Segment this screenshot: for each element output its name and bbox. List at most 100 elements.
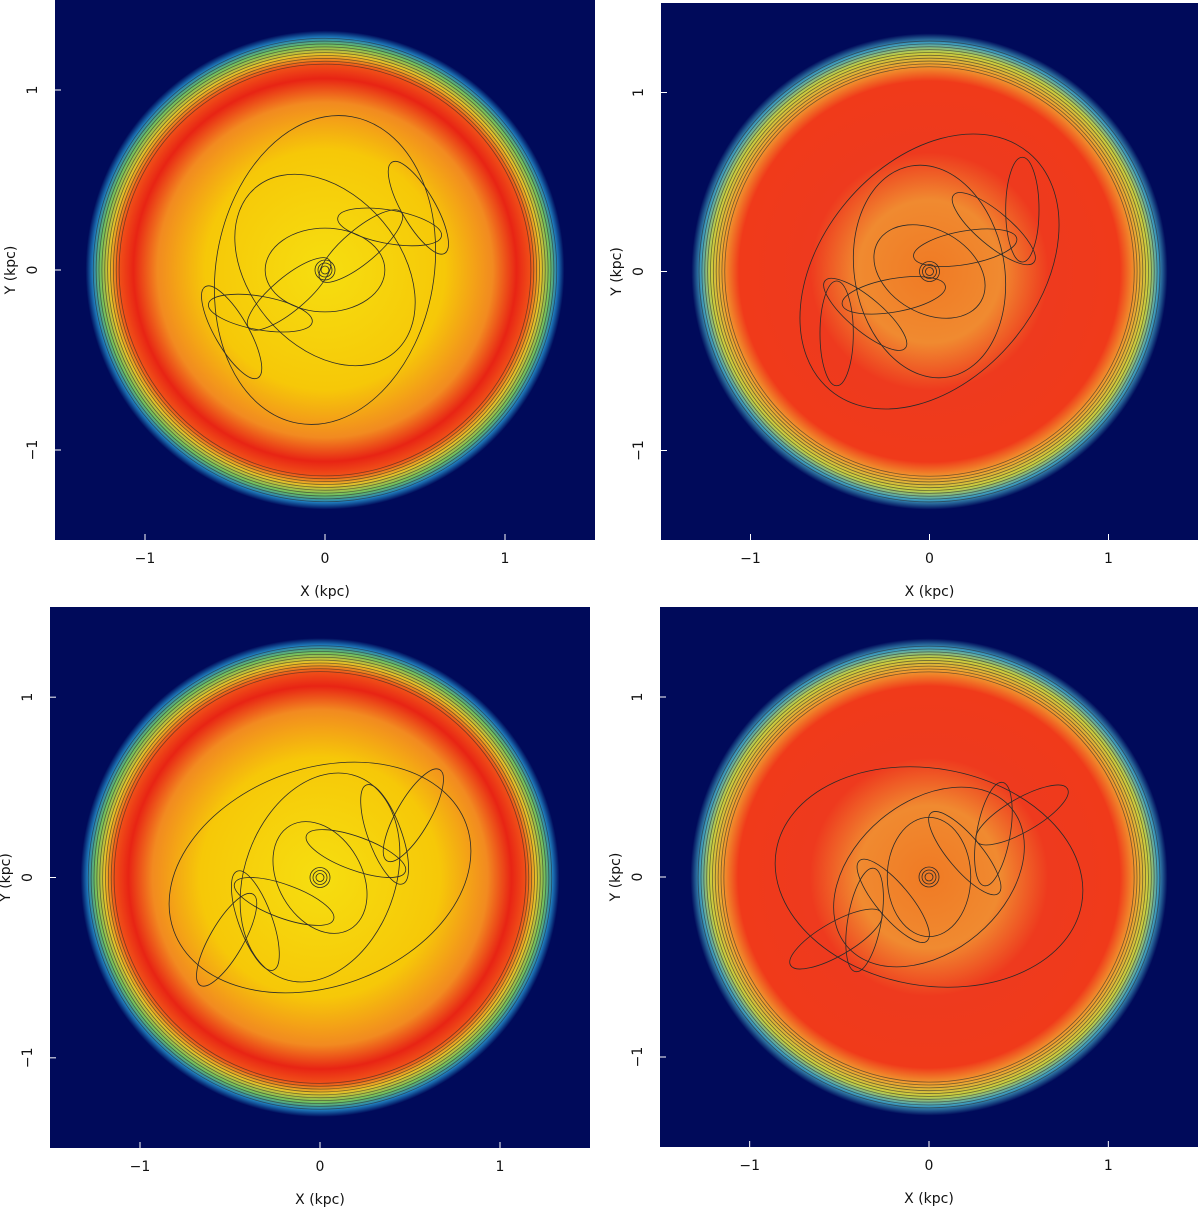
x-tick-label: −1 bbox=[740, 551, 761, 567]
contour-line bbox=[789, 908, 883, 970]
contour-line bbox=[712, 54, 1147, 489]
contour-line bbox=[717, 665, 1141, 1089]
contour-line bbox=[774, 766, 1084, 988]
density-disk bbox=[80, 638, 560, 1117]
contour-line bbox=[107, 665, 533, 1090]
contour-line bbox=[841, 276, 946, 315]
x-tick-label: 0 bbox=[925, 551, 934, 567]
contour-line bbox=[309, 867, 331, 888]
contour-line bbox=[723, 671, 1135, 1083]
x-tick-label: 1 bbox=[496, 1159, 505, 1175]
contour-line bbox=[703, 651, 1155, 1103]
contour-line bbox=[921, 869, 937, 885]
y-tick-label: −1 bbox=[630, 1047, 646, 1068]
contour-line bbox=[704, 46, 1155, 497]
contour-line bbox=[845, 867, 884, 973]
contour-line bbox=[99, 656, 541, 1099]
contour-line bbox=[919, 261, 940, 282]
y-tick-label: 0 bbox=[630, 873, 646, 882]
y-axis-label: Y (kpc) bbox=[609, 247, 625, 297]
density-disk bbox=[85, 30, 565, 510]
x-tick-label: 1 bbox=[1104, 551, 1113, 567]
contour-line bbox=[234, 173, 416, 367]
contour-line bbox=[924, 872, 934, 882]
contour-line bbox=[96, 653, 544, 1102]
contour-line bbox=[93, 651, 547, 1104]
y-axis-label: Y (kpc) bbox=[608, 853, 624, 903]
y-axis-label: Y (kpc) bbox=[3, 246, 19, 296]
contour-line bbox=[87, 645, 553, 1110]
x-axis-label: X (kpc) bbox=[905, 584, 955, 600]
contour-line bbox=[98, 43, 552, 497]
contour-line bbox=[201, 285, 263, 380]
contour-line bbox=[975, 784, 1069, 846]
contour-line bbox=[264, 227, 386, 313]
contour-line bbox=[208, 293, 313, 333]
contour-line bbox=[918, 866, 940, 888]
contour-line bbox=[360, 784, 409, 885]
y-tick-label: −1 bbox=[25, 440, 41, 461]
contour-line bbox=[213, 115, 437, 425]
contour-line bbox=[833, 786, 1025, 968]
contour-line bbox=[315, 873, 325, 882]
y-tick-label: 1 bbox=[631, 88, 647, 97]
contour-line bbox=[925, 267, 934, 276]
contour-line bbox=[382, 768, 444, 863]
contour-line bbox=[92, 37, 558, 503]
y-tick-label: 0 bbox=[631, 267, 647, 276]
x-tick-label: 1 bbox=[1104, 1158, 1113, 1174]
contour-line bbox=[698, 40, 1161, 503]
contour-line bbox=[320, 265, 330, 275]
contour-line bbox=[707, 49, 1152, 494]
density-disk bbox=[691, 33, 1168, 510]
contour-line bbox=[231, 870, 280, 971]
x-tick-label: 0 bbox=[925, 1158, 934, 1174]
contour-line bbox=[90, 648, 550, 1107]
x-tick-label: −1 bbox=[739, 1158, 760, 1174]
contour-line bbox=[110, 55, 540, 485]
y-tick-label: 1 bbox=[630, 693, 646, 702]
contour-line bbox=[233, 877, 335, 926]
contour-line bbox=[819, 280, 854, 387]
contour-line bbox=[718, 60, 1141, 483]
contour-line bbox=[701, 43, 1158, 500]
contour-line bbox=[913, 228, 1018, 267]
x-axis-label: X (kpc) bbox=[904, 1191, 954, 1207]
y-tick-label: −1 bbox=[631, 440, 647, 461]
contour-line bbox=[118, 63, 532, 477]
contour-line bbox=[337, 207, 442, 247]
contour-line bbox=[272, 821, 368, 934]
y-tick-label: −1 bbox=[20, 1048, 36, 1069]
x-axis-label: X (kpc) bbox=[300, 584, 350, 600]
contour-line bbox=[697, 645, 1161, 1109]
density-disk bbox=[690, 638, 1168, 1116]
contour-line bbox=[95, 40, 555, 500]
contour-line bbox=[387, 160, 449, 255]
x-tick-label: 1 bbox=[501, 551, 510, 567]
contour-line bbox=[168, 761, 472, 994]
contour-line bbox=[305, 829, 407, 878]
contour-line bbox=[710, 52, 1149, 491]
contour-line bbox=[317, 262, 333, 278]
contour-line bbox=[951, 192, 1036, 266]
contour-line bbox=[101, 46, 549, 494]
contour-line bbox=[112, 57, 538, 483]
contour-line bbox=[823, 277, 908, 351]
contour-line bbox=[715, 57, 1144, 486]
contour-line bbox=[714, 662, 1144, 1092]
contour-line bbox=[196, 892, 258, 987]
y-axis-label: Y (kpc) bbox=[0, 853, 14, 903]
contour-line bbox=[102, 659, 538, 1096]
contour-line bbox=[709, 657, 1149, 1097]
contour-line bbox=[105, 662, 535, 1093]
x-tick-label: −1 bbox=[130, 1159, 151, 1175]
contour-line bbox=[312, 870, 328, 885]
x-tick-label: 0 bbox=[321, 551, 330, 567]
y-tick-label: 1 bbox=[25, 86, 41, 95]
contour-line bbox=[721, 63, 1138, 480]
y-tick-label: 1 bbox=[20, 693, 36, 702]
contour-line bbox=[922, 264, 937, 279]
contour-line bbox=[314, 259, 336, 281]
contour-line bbox=[110, 668, 530, 1087]
